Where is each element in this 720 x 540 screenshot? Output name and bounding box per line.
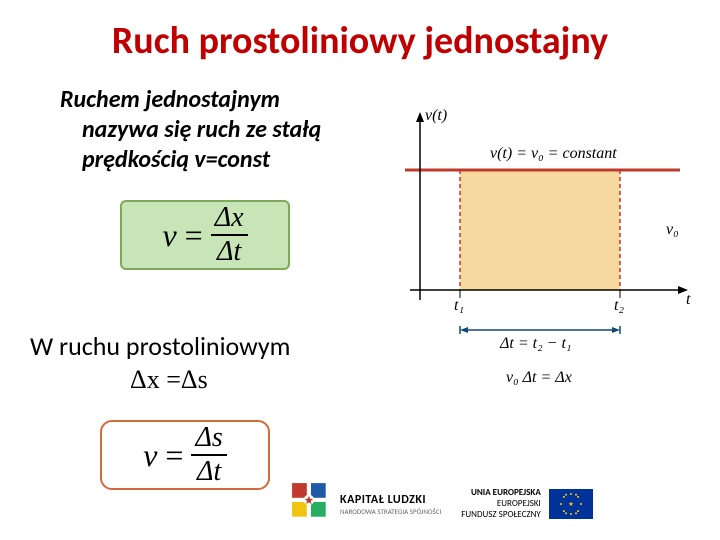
kl-sub: NARODOWA STRATEGIA SPÓJNOŚCI: [340, 507, 441, 516]
velocity-time-graph: v(t) t v(t) = v₀ = constant v₀ t₁ t₂ Δt …: [370, 100, 700, 400]
const-label: v(t) = v₀ = constant: [490, 145, 617, 162]
definition-block: Ruchem jednostajnym nazywa się ruch ze s…: [30, 85, 360, 175]
slide-title: Ruch prostoliniowy jednostajny: [0, 0, 720, 74]
f2-eq: =: [165, 437, 183, 474]
body-line2: Δx =Δs: [130, 365, 208, 395]
def-line1: Ruchem jednostajnym: [60, 85, 280, 114]
def-line2: nazywa się ruch ze stałą: [60, 115, 321, 144]
body-line1: W ruchu prostoliniowym: [30, 330, 290, 362]
eu-flag-icon: [549, 489, 593, 519]
footer-logos: KAPITAŁ LUDZKI NARODOWA STRATEGIA SPÓJNO…: [290, 481, 593, 528]
dt-label: Δt = t₂ − t₁: [499, 335, 571, 352]
f1-num: Δx: [211, 204, 248, 232]
t1-label: t₁: [454, 297, 464, 314]
formula-velocity-ds: v = Δs Δt: [100, 420, 270, 490]
v0-label: v₀: [666, 221, 679, 238]
f1-eq: =: [185, 217, 203, 254]
kl-title: KAPITAŁ LUDZKI: [340, 493, 441, 507]
def-line3: prędkością v=const: [60, 145, 270, 174]
eu-logo: UNIA EUROPEJSKA EUROPEJSKI FUNDUSZ SPOŁE…: [461, 488, 593, 520]
y-arrow: [416, 112, 424, 122]
area-rect: [460, 170, 620, 290]
f2-lhs: v: [143, 437, 157, 474]
area-label: v₀ Δt = Δx: [506, 369, 572, 386]
formula-velocity-dx: v = Δx Δt: [120, 200, 290, 270]
f1-lhs: v: [162, 217, 176, 254]
eu-line3: FUNDUSZ SPOŁECZNY: [461, 510, 541, 521]
f1-den: Δt: [213, 238, 245, 266]
t2-label: t₂: [614, 297, 624, 314]
kl-mark-icon: [290, 481, 332, 528]
f2-num: Δs: [191, 424, 226, 452]
x-label: t: [686, 291, 691, 308]
y-label: v(t): [425, 107, 447, 124]
f2-den: Δt: [193, 458, 225, 486]
kapital-ludzki-logo: KAPITAŁ LUDZKI NARODOWA STRATEGIA SPÓJNO…: [290, 481, 441, 528]
